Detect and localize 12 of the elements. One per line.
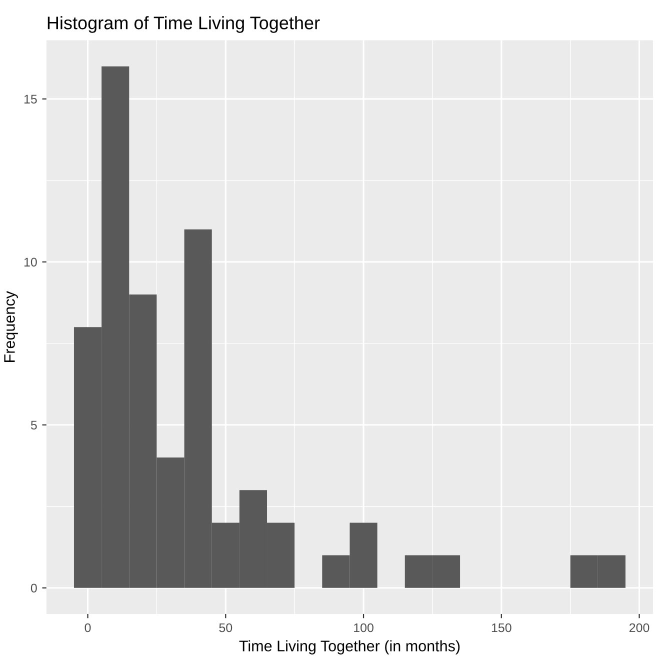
y-tick-label: 0 — [30, 584, 37, 593]
x-tick-label: 50 — [219, 623, 232, 632]
x-tick-label: 150 — [492, 623, 512, 632]
chart-title: Histogram of Time Living Together — [48, 16, 320, 33]
x-tick-label: 0 — [84, 623, 91, 632]
x-tick-label: 100 — [354, 623, 374, 632]
x-tick-label: 200 — [629, 623, 650, 632]
y-tick-label: 10 — [24, 258, 37, 267]
y-tick-label: 15 — [24, 94, 37, 104]
x-axis-title: Time Living Together (in months) — [239, 640, 460, 654]
y-tick-label: 5 — [30, 420, 37, 430]
y-axis-title: Frequency — [4, 291, 18, 362]
